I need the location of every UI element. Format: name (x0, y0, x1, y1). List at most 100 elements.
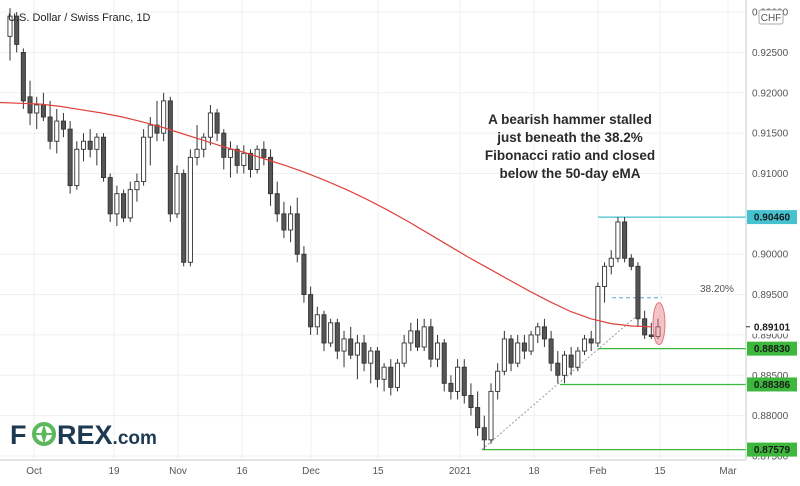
candle (40, 92, 46, 122)
candle-body-down (281, 213, 287, 231)
candle-body-down (101, 136, 107, 178)
candle-body-up (595, 286, 601, 344)
y-tick-label: 0.88000 (752, 411, 789, 422)
candle (54, 108, 60, 154)
candle-body-up (495, 370, 501, 392)
candle (548, 330, 554, 372)
level-badge-bg (747, 210, 797, 225)
candle (94, 133, 100, 166)
candle-body-down (508, 338, 514, 364)
candle (134, 173, 140, 202)
candle (34, 96, 40, 130)
candle-body-up (455, 366, 461, 392)
candle-body-up (515, 342, 521, 364)
candle (87, 129, 93, 158)
candle-body-up (194, 148, 200, 158)
candle-body-up (254, 148, 260, 170)
candle (521, 334, 527, 360)
candle-body-up (314, 314, 320, 328)
annotation-line-3: Fibonacci ratio and closed (485, 148, 655, 163)
y-tick-label: 0.89500 (752, 290, 789, 301)
candle (635, 262, 641, 327)
candle (161, 92, 167, 142)
candle-body-up (328, 322, 334, 344)
candle-body-down (247, 152, 254, 170)
candle-body-down (154, 124, 160, 134)
candle-body-up (581, 338, 588, 352)
x-tick-label: Nov (169, 466, 187, 477)
candle-body-up (488, 390, 494, 441)
time-axis-ticks: Oct 19 Nov 16 Dec 15 2021 18 Feb 15 Mar (26, 466, 737, 477)
candle (207, 104, 213, 146)
level-badge-text: 0.90460 (754, 213, 791, 224)
candle-body-up (615, 221, 621, 259)
candle-body-up (354, 342, 360, 356)
candle (448, 375, 454, 400)
candle (361, 334, 367, 372)
level-lines (482, 216, 746, 451)
candle (595, 282, 601, 348)
candle-body-down (334, 322, 340, 352)
annotation-line-4: below the 50-day eMA (499, 166, 640, 181)
x-tick-label: 15 (372, 466, 384, 477)
x-tick-label: 2021 (449, 466, 472, 477)
candle (348, 326, 354, 360)
candle-body-down (555, 362, 561, 376)
candle (107, 173, 113, 222)
candle-body-up (80, 140, 87, 150)
level-badge: 0.87579 (747, 442, 797, 457)
candle (114, 185, 120, 226)
candle-body-down (321, 314, 327, 344)
candle (354, 334, 360, 380)
candle-body-down (234, 148, 240, 166)
candle (455, 359, 461, 400)
candle-body-down (428, 326, 434, 360)
candle (334, 318, 340, 360)
candle (374, 347, 380, 388)
candle (575, 347, 581, 372)
ema-50-line (0, 101, 653, 328)
candle-body-down (20, 52, 26, 102)
candle-body-down (361, 342, 367, 364)
candle (254, 145, 260, 174)
candle-body-down (121, 193, 127, 219)
candle (80, 133, 87, 162)
candle-body-down (461, 366, 467, 396)
candle (622, 217, 628, 263)
candle-body-up (114, 193, 120, 215)
candle-body-up (528, 334, 534, 352)
candle-body-down (47, 116, 53, 142)
candle (642, 310, 648, 339)
candle-body-down (481, 427, 487, 441)
level-badge-text: 0.88386 (754, 380, 791, 391)
fib-38-label: 38.20% (700, 284, 734, 295)
candle (368, 347, 374, 384)
candle (154, 100, 160, 142)
logo-rex: REX (57, 420, 113, 450)
candle (441, 338, 447, 392)
x-tick-label: Dec (302, 466, 320, 477)
candle-body-down (448, 382, 454, 392)
candle (414, 318, 421, 352)
candle-body-up (602, 265, 608, 287)
candle-body-up (127, 189, 133, 219)
candle (321, 310, 327, 352)
y-tick-label: 0.87500 (752, 451, 789, 462)
candle (475, 391, 481, 436)
candle (555, 351, 561, 384)
annotation: A bearish hammer stalled just beneath th… (485, 112, 655, 181)
candle (515, 334, 521, 368)
candle-body-up (227, 148, 233, 158)
forex-logo: F REX.com (10, 420, 157, 450)
candle (608, 250, 614, 275)
currency-badge: CHF (758, 9, 784, 25)
candle (214, 108, 220, 142)
candle (535, 322, 541, 343)
y-tick-label: 0.91500 (752, 129, 789, 140)
candle (615, 217, 621, 263)
candle-body-up (288, 213, 294, 231)
candle (294, 197, 300, 263)
candle (74, 141, 80, 190)
candle-body-up (161, 100, 167, 134)
candle-body-up (74, 148, 80, 187)
